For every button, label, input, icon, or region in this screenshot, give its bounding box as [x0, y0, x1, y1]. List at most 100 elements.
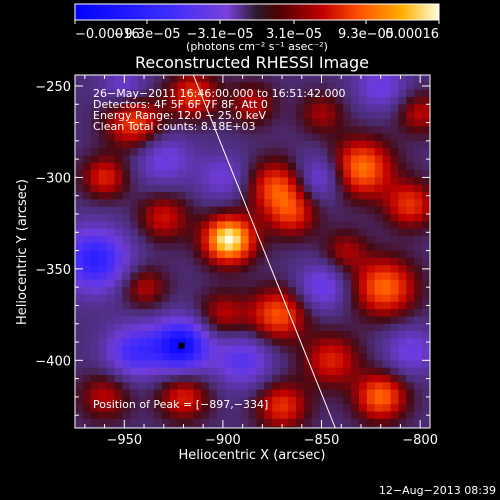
heatmap-cell: [359, 228, 368, 237]
heatmap-cell: [264, 89, 273, 98]
heatmap-cell: [280, 206, 289, 215]
heatmap-cell: [193, 331, 202, 339]
heatmap-cell: [374, 338, 384, 347]
heatmap-cell: [319, 345, 329, 354]
heatmap-cell: [248, 323, 258, 332]
heatmap-cell: [264, 75, 273, 83]
heatmap-cell: [82, 360, 92, 369]
heatmap-cell: [264, 404, 273, 413]
heatmap-cell: [217, 214, 226, 222]
heatmap-cell: [224, 221, 234, 230]
heatmap-cell: [288, 104, 297, 113]
heatmap-cell: [169, 279, 179, 288]
heatmap-cell: [288, 323, 297, 332]
heatmap-cell: [153, 323, 163, 332]
heatmap-cell: [343, 382, 352, 391]
heatmap-cell: [319, 418, 329, 427]
heatmap-cell: [303, 75, 313, 83]
heatmap-cell: [153, 177, 163, 186]
heatmap-cell: [382, 199, 392, 208]
heatmap-cell: [248, 140, 258, 149]
heatmap-cell: [264, 184, 273, 193]
heatmap-cell: [374, 104, 384, 113]
heatmap-cell: [224, 287, 234, 296]
heatmap-cell: [295, 272, 305, 281]
heatmap-cell: [98, 418, 108, 427]
heatmap-cell: [169, 309, 179, 318]
heatmap-cell: [366, 316, 376, 325]
heatmap-cell: [153, 111, 163, 120]
heatmap-cell: [217, 257, 226, 266]
heatmap-cell: [303, 126, 313, 135]
heatmap-cell: [366, 82, 376, 91]
heatmap-cell: [319, 426, 329, 428]
heatmap-cell: [264, 331, 273, 339]
heatmap-cell: [303, 133, 313, 142]
heatmap-cell: [390, 374, 400, 383]
heatmap-cell: [130, 382, 139, 391]
heatmap-cell: [406, 192, 415, 200]
heatmap-cell: [335, 345, 344, 354]
heatmap-cell: [146, 382, 155, 391]
heatmap-cell: [288, 111, 297, 120]
heatmap-cell: [130, 199, 139, 208]
heatmap-cell: [90, 367, 100, 376]
heatmap-cell: [303, 382, 313, 391]
heatmap-cell: [366, 250, 376, 259]
heatmap-cell: [248, 279, 258, 288]
heatmap-cell: [153, 374, 163, 383]
heatmap-cell: [224, 214, 234, 222]
heatmap-cell: [161, 206, 171, 215]
heatmap-cell: [114, 133, 123, 142]
heatmap-cell: [335, 96, 344, 105]
heatmap-cell: [366, 140, 376, 149]
heatmap-cell: [153, 192, 163, 200]
y-tick-label: −400: [35, 354, 71, 369]
heatmap-cell: [319, 192, 329, 200]
heatmap-cell: [240, 382, 250, 391]
heatmap-cell: [161, 250, 171, 259]
heatmap-cell: [382, 118, 392, 127]
heatmap-cell: [240, 118, 250, 127]
heatmap-cell: [122, 155, 131, 164]
heatmap-cell: [114, 89, 123, 98]
heatmap-cell: [193, 177, 202, 186]
heatmap-cell: [75, 257, 84, 266]
heatmap-cell: [75, 140, 84, 149]
heatmap-cell: [193, 301, 202, 310]
heatmap-cell: [146, 82, 155, 91]
heatmap-cell: [264, 221, 273, 230]
heatmap-cell: [390, 235, 400, 244]
heatmap-cell: [374, 389, 384, 398]
heatmap-cell: [224, 257, 234, 266]
heatmap-cell: [161, 243, 171, 252]
heatmap-cell: [327, 206, 336, 215]
heatmap-cell: [169, 89, 179, 98]
heatmap-cell: [359, 133, 368, 142]
heatmap-cell: [138, 250, 147, 259]
heatmap-cell: [359, 426, 368, 428]
heatmap-cell: [351, 360, 360, 369]
heatmap-cell: [138, 301, 147, 310]
heatmap-cell: [382, 82, 392, 91]
heatmap-cell: [311, 367, 321, 376]
heatmap-cell: [82, 389, 92, 398]
heatmap-cell: [295, 257, 305, 266]
heatmap-cell: [122, 75, 131, 83]
heatmap-cell: [169, 184, 179, 193]
heatmap-cell: [114, 360, 123, 369]
heatmap-cell: [193, 418, 202, 427]
heatmap-cell: [366, 301, 376, 310]
heatmap-cell: [406, 155, 415, 164]
heatmap-cell: [185, 382, 194, 391]
heatmap-cell: [106, 82, 116, 91]
heatmap-cell: [374, 353, 384, 361]
heatmap-cell: [224, 192, 234, 200]
heatmap-cell: [366, 367, 376, 376]
heatmap-cell: [248, 265, 258, 274]
heatmap-cell: [256, 353, 265, 361]
heatmap-cell: [319, 82, 329, 91]
heatmap-cell: [288, 345, 297, 354]
heatmap-cell: [248, 96, 258, 105]
heatmap-cell: [193, 118, 202, 127]
